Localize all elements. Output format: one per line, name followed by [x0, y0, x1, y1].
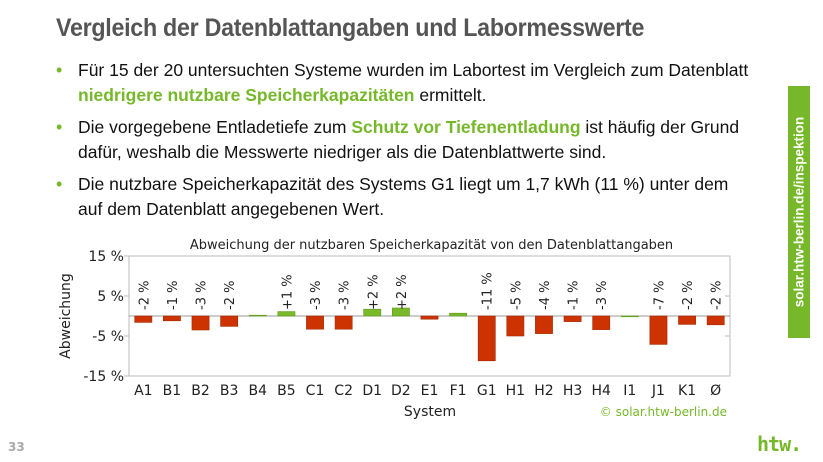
x-tick-label: F1	[450, 383, 467, 399]
bar	[506, 315, 525, 337]
bar	[477, 315, 496, 362]
x-tick-label: D2	[391, 383, 411, 399]
bar	[306, 315, 324, 330]
x-axis-label: System	[404, 404, 456, 420]
data-label: -7 %	[652, 281, 667, 310]
x-tick-label: B3	[220, 383, 239, 399]
data-label: -3 %	[195, 281, 210, 310]
data-label: +2 %	[366, 274, 381, 310]
x-tick-label: B4	[249, 383, 268, 399]
data-label: -11 %	[481, 272, 496, 310]
bar	[391, 307, 410, 317]
bar	[563, 315, 582, 322]
x-tick-label: I1	[623, 383, 636, 399]
bar	[134, 315, 153, 323]
y-tick-label: -15 %	[83, 369, 124, 385]
bar	[592, 315, 611, 330]
bar	[420, 315, 439, 320]
y-tick-label: 15 %	[88, 249, 124, 265]
data-label: -3 %	[309, 281, 324, 310]
bar	[649, 315, 668, 345]
x-tick-label: H2	[534, 383, 553, 399]
banner-text: solar.htw-berlin.de/inspektion	[791, 116, 807, 308]
bar	[535, 315, 553, 334]
data-label: -5 %	[509, 281, 524, 310]
data-label: +1 %	[280, 274, 295, 310]
data-label: -3 %	[595, 281, 610, 310]
x-tick-label: J1	[651, 383, 665, 399]
data-label: -2 %	[223, 281, 238, 310]
url-banner: solar.htw-berlin.de/inspektion	[788, 86, 810, 338]
bar	[277, 311, 296, 317]
x-tick-label: B5	[277, 383, 296, 399]
x-tick-label: H4	[591, 383, 611, 399]
bullet-text: Für 15 der 20 untersuchten Systeme wurde…	[78, 60, 749, 80]
x-tick-label: H3	[563, 383, 582, 399]
bar	[163, 315, 181, 322]
bullet-item: Die nutzbare Speicherkapazität des Syste…	[56, 172, 756, 222]
data-label: -2 %	[681, 281, 696, 310]
copyright: © solar.htw-berlin.de	[600, 405, 727, 419]
bullet-item: Die vorgegebene Entladetiefe zum Schutz …	[56, 115, 756, 165]
page-number: 33	[8, 440, 25, 454]
y-axis-label: Abweichung	[58, 273, 74, 359]
x-tick-label: D1	[362, 383, 382, 399]
x-tick-label: E1	[421, 383, 439, 399]
data-label: -2 %	[710, 281, 725, 310]
bar	[248, 314, 267, 317]
bar	[706, 315, 725, 326]
data-label: -1 %	[567, 281, 582, 310]
y-tick-label: 5 %	[97, 289, 124, 305]
bar	[191, 315, 210, 331]
data-label: -3 %	[338, 281, 353, 310]
htw-logo: htw.	[757, 432, 802, 456]
bullet-text: ermittelt.	[414, 85, 487, 105]
x-tick-label: C1	[306, 383, 325, 399]
bullet-text: Die vorgegebene Entladetiefe zum	[78, 117, 352, 137]
data-label: -1 %	[166, 281, 181, 310]
x-tick-label: B1	[163, 383, 182, 399]
x-tick-label: B2	[191, 383, 210, 399]
bar	[363, 308, 382, 317]
bar	[220, 315, 239, 327]
x-tick-label: G1	[477, 383, 497, 399]
slide-title: Vergleich der Datenblattangaben und Labo…	[56, 14, 645, 42]
x-tick-label: C2	[334, 383, 353, 399]
bar	[334, 315, 353, 330]
bullet-text: ist häufig der Grund dafür, weshalb die …	[78, 117, 740, 162]
bullet-text: Die nutzbare Speicherkapazität des Syste…	[78, 174, 729, 219]
data-label: -4 %	[538, 281, 553, 310]
bar	[678, 315, 696, 325]
y-tick-label: -5 %	[92, 329, 124, 345]
bar	[620, 315, 639, 318]
x-tick-label: Ø	[710, 383, 721, 399]
bar	[449, 312, 468, 317]
x-tick-label: A1	[134, 383, 152, 399]
data-label: -2 %	[137, 281, 152, 310]
x-tick-label: H1	[506, 383, 525, 399]
x-tick-label: K1	[678, 383, 696, 399]
bullet-item: Für 15 der 20 untersuchten Systeme wurde…	[56, 58, 756, 108]
bullet-list: Für 15 der 20 untersuchten Systeme wurde…	[56, 58, 756, 229]
highlight-text: niedrigere nutzbare Speicherkapazitäten	[78, 85, 415, 105]
chart-title: Abweichung der nutzbaren Speicherkapazit…	[190, 238, 673, 253]
data-label: +2 %	[395, 274, 410, 310]
highlight-text: Schutz vor Tiefenentladung	[351, 117, 581, 137]
